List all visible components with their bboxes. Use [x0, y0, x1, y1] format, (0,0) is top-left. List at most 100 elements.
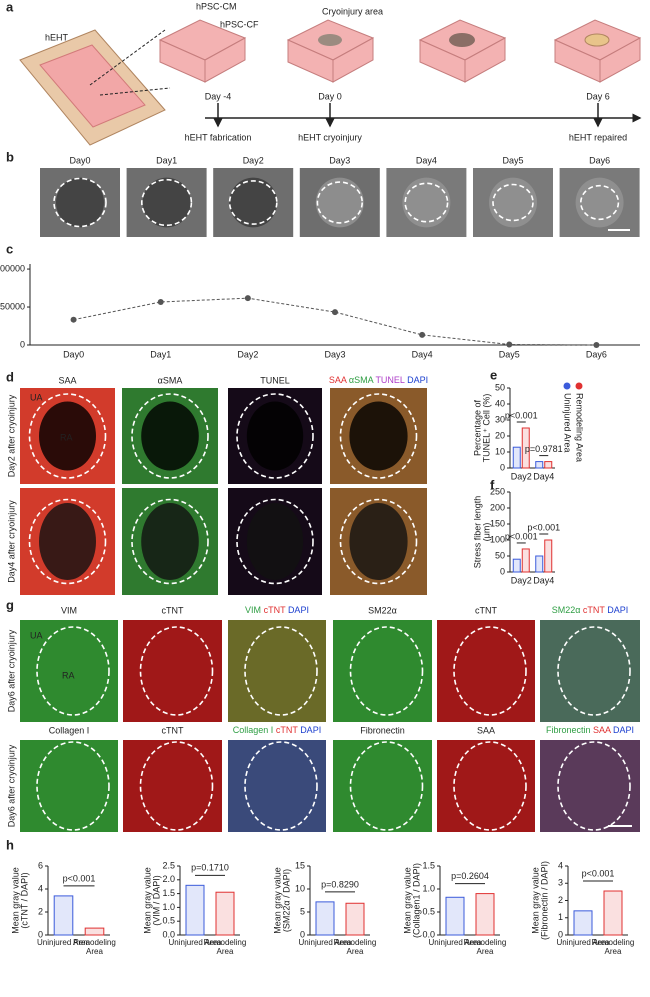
- boundary: [404, 182, 449, 223]
- y-tick-label: 50: [495, 550, 505, 560]
- micrograph: [333, 620, 432, 722]
- row-label: Day2 after cryoinjury: [6, 394, 16, 477]
- merge-part: cTNT: [264, 605, 286, 615]
- day-label: Day1: [156, 155, 177, 165]
- x-tick-label: Day3: [324, 349, 345, 359]
- cryo-label: Cryoinjury area: [322, 6, 383, 16]
- boundary: [557, 741, 631, 831]
- lesion: [246, 502, 304, 581]
- panel-label: g: [6, 597, 14, 612]
- x-tick-label: Remodeling Area: [333, 938, 377, 956]
- y-axis-title: (cTNT / DAPI): [19, 872, 29, 928]
- boundary: [141, 178, 193, 227]
- y-tick-label: 0.5: [422, 906, 435, 916]
- channel-label: TUNEL: [260, 375, 290, 385]
- y-tick-label: 150000: [0, 301, 25, 311]
- legend-swatch: [563, 382, 571, 390]
- y-tick-label: 0.5: [162, 916, 175, 926]
- y-axis-title: Mean gray value: [10, 867, 20, 934]
- y-tick-label: 2: [38, 906, 43, 916]
- x-tick-label: Remodeling Area: [73, 938, 116, 956]
- y-tick-label: 3: [558, 878, 563, 888]
- bar: [544, 539, 553, 573]
- micrograph: [437, 620, 535, 722]
- y-tick-label: 10: [495, 446, 505, 456]
- micrograph: [123, 740, 222, 832]
- x-tick-label: Day4: [533, 575, 554, 585]
- lesion: [142, 177, 191, 228]
- merge-part: αSMA: [349, 375, 374, 385]
- lesion: [402, 177, 451, 228]
- day-label: Day5: [502, 155, 523, 165]
- bar: [445, 896, 465, 936]
- merge-label: SAA αSMA TUNEL DAPI: [329, 375, 428, 385]
- y-tick-label: 1: [558, 912, 563, 922]
- x-tick-label: Day5: [499, 349, 520, 359]
- point: [157, 298, 164, 305]
- x-tick-label: Remodeling Area: [203, 938, 247, 956]
- panel-label: e: [490, 367, 497, 382]
- row-label: Day4 after cryoinjury: [6, 500, 16, 583]
- x-tick-label-box: Remodeling Area: [73, 938, 116, 956]
- merge-label: Collagen I cTNT DAPI: [233, 725, 321, 735]
- day-label: Day 0: [318, 91, 342, 101]
- y-tick-label: 0.0: [422, 929, 435, 939]
- channel-label: Fibronectin: [360, 725, 405, 735]
- x-tick-label: Day2: [511, 575, 532, 585]
- boundary: [453, 741, 527, 831]
- bar: [521, 548, 530, 573]
- point: [332, 309, 338, 316]
- merge-part: TUNEL: [375, 375, 404, 385]
- region-label: RA: [60, 432, 73, 442]
- y-tick-label: 4: [38, 883, 43, 893]
- y-tick-label: 150: [490, 518, 505, 528]
- boundary: [131, 393, 209, 479]
- bar: [573, 910, 593, 936]
- x-tick-label: Uninjured Area: [428, 938, 482, 947]
- step-label: hEHT repaired: [569, 132, 627, 142]
- bar: [535, 461, 544, 469]
- x-tick-label-box: Uninjured Area: [169, 938, 222, 947]
- cell-label: hPSC-CM: [196, 1, 237, 11]
- point: [593, 342, 600, 348]
- boundary: [53, 177, 107, 228]
- y-tick-label: 30: [495, 414, 505, 424]
- channel-label: αSMA: [158, 375, 183, 385]
- step-label: hEHT fabrication: [185, 132, 252, 142]
- x-tick-label-box: Uninjured Area: [298, 938, 352, 947]
- boundary: [28, 498, 107, 585]
- slab-label: hEHT: [45, 32, 69, 42]
- merge-part: DAPI: [607, 605, 628, 615]
- panel-label: f: [490, 477, 495, 492]
- micrograph: [437, 740, 535, 832]
- row-label: Day6 after cryoinjury: [6, 629, 16, 712]
- y-tick-label: 0: [558, 929, 563, 939]
- panel-label: b: [6, 149, 14, 164]
- p-value: p=0.1710: [191, 863, 229, 873]
- y-tick-label: 15: [295, 860, 305, 870]
- channel-label: cTNT: [162, 725, 184, 735]
- channel-label: Collagen I: [49, 725, 90, 735]
- day-label: Day 6: [586, 91, 610, 101]
- day-label: Day6: [589, 155, 610, 165]
- y-axis-title: (μm): [481, 523, 491, 542]
- y-tick-label: 100: [490, 534, 505, 544]
- lesion: [229, 177, 278, 228]
- legend-label: Remodeling Area: [575, 393, 585, 462]
- micrograph: [228, 740, 326, 832]
- boundary: [349, 626, 424, 716]
- merge-part: cTNT: [583, 605, 605, 615]
- boundary: [36, 626, 110, 716]
- x-tick-label: Uninjured Area: [298, 938, 352, 947]
- lesion: [39, 502, 96, 581]
- p-value: p<0.001: [582, 868, 615, 878]
- y-tick-label: 0.0: [162, 929, 175, 939]
- y-tick-label: 0: [500, 566, 505, 576]
- p-value: p<0.001: [505, 410, 538, 420]
- y-tick-label: 5: [300, 906, 305, 916]
- boundary: [339, 498, 418, 585]
- lesion: [141, 401, 199, 471]
- y-tick-label: 0: [500, 462, 505, 472]
- channel-label: SAA: [58, 375, 76, 385]
- y-tick-label: 40: [495, 398, 505, 408]
